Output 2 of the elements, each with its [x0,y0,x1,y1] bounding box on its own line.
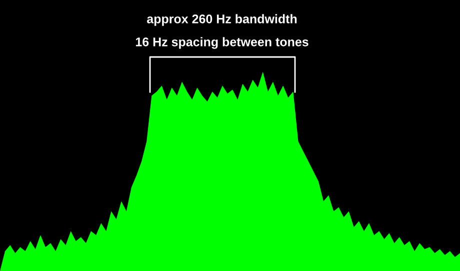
text: approx 260 Hz bandwidth [147,14,297,26]
text: 16 Hz spacing between tones [136,37,308,49]
